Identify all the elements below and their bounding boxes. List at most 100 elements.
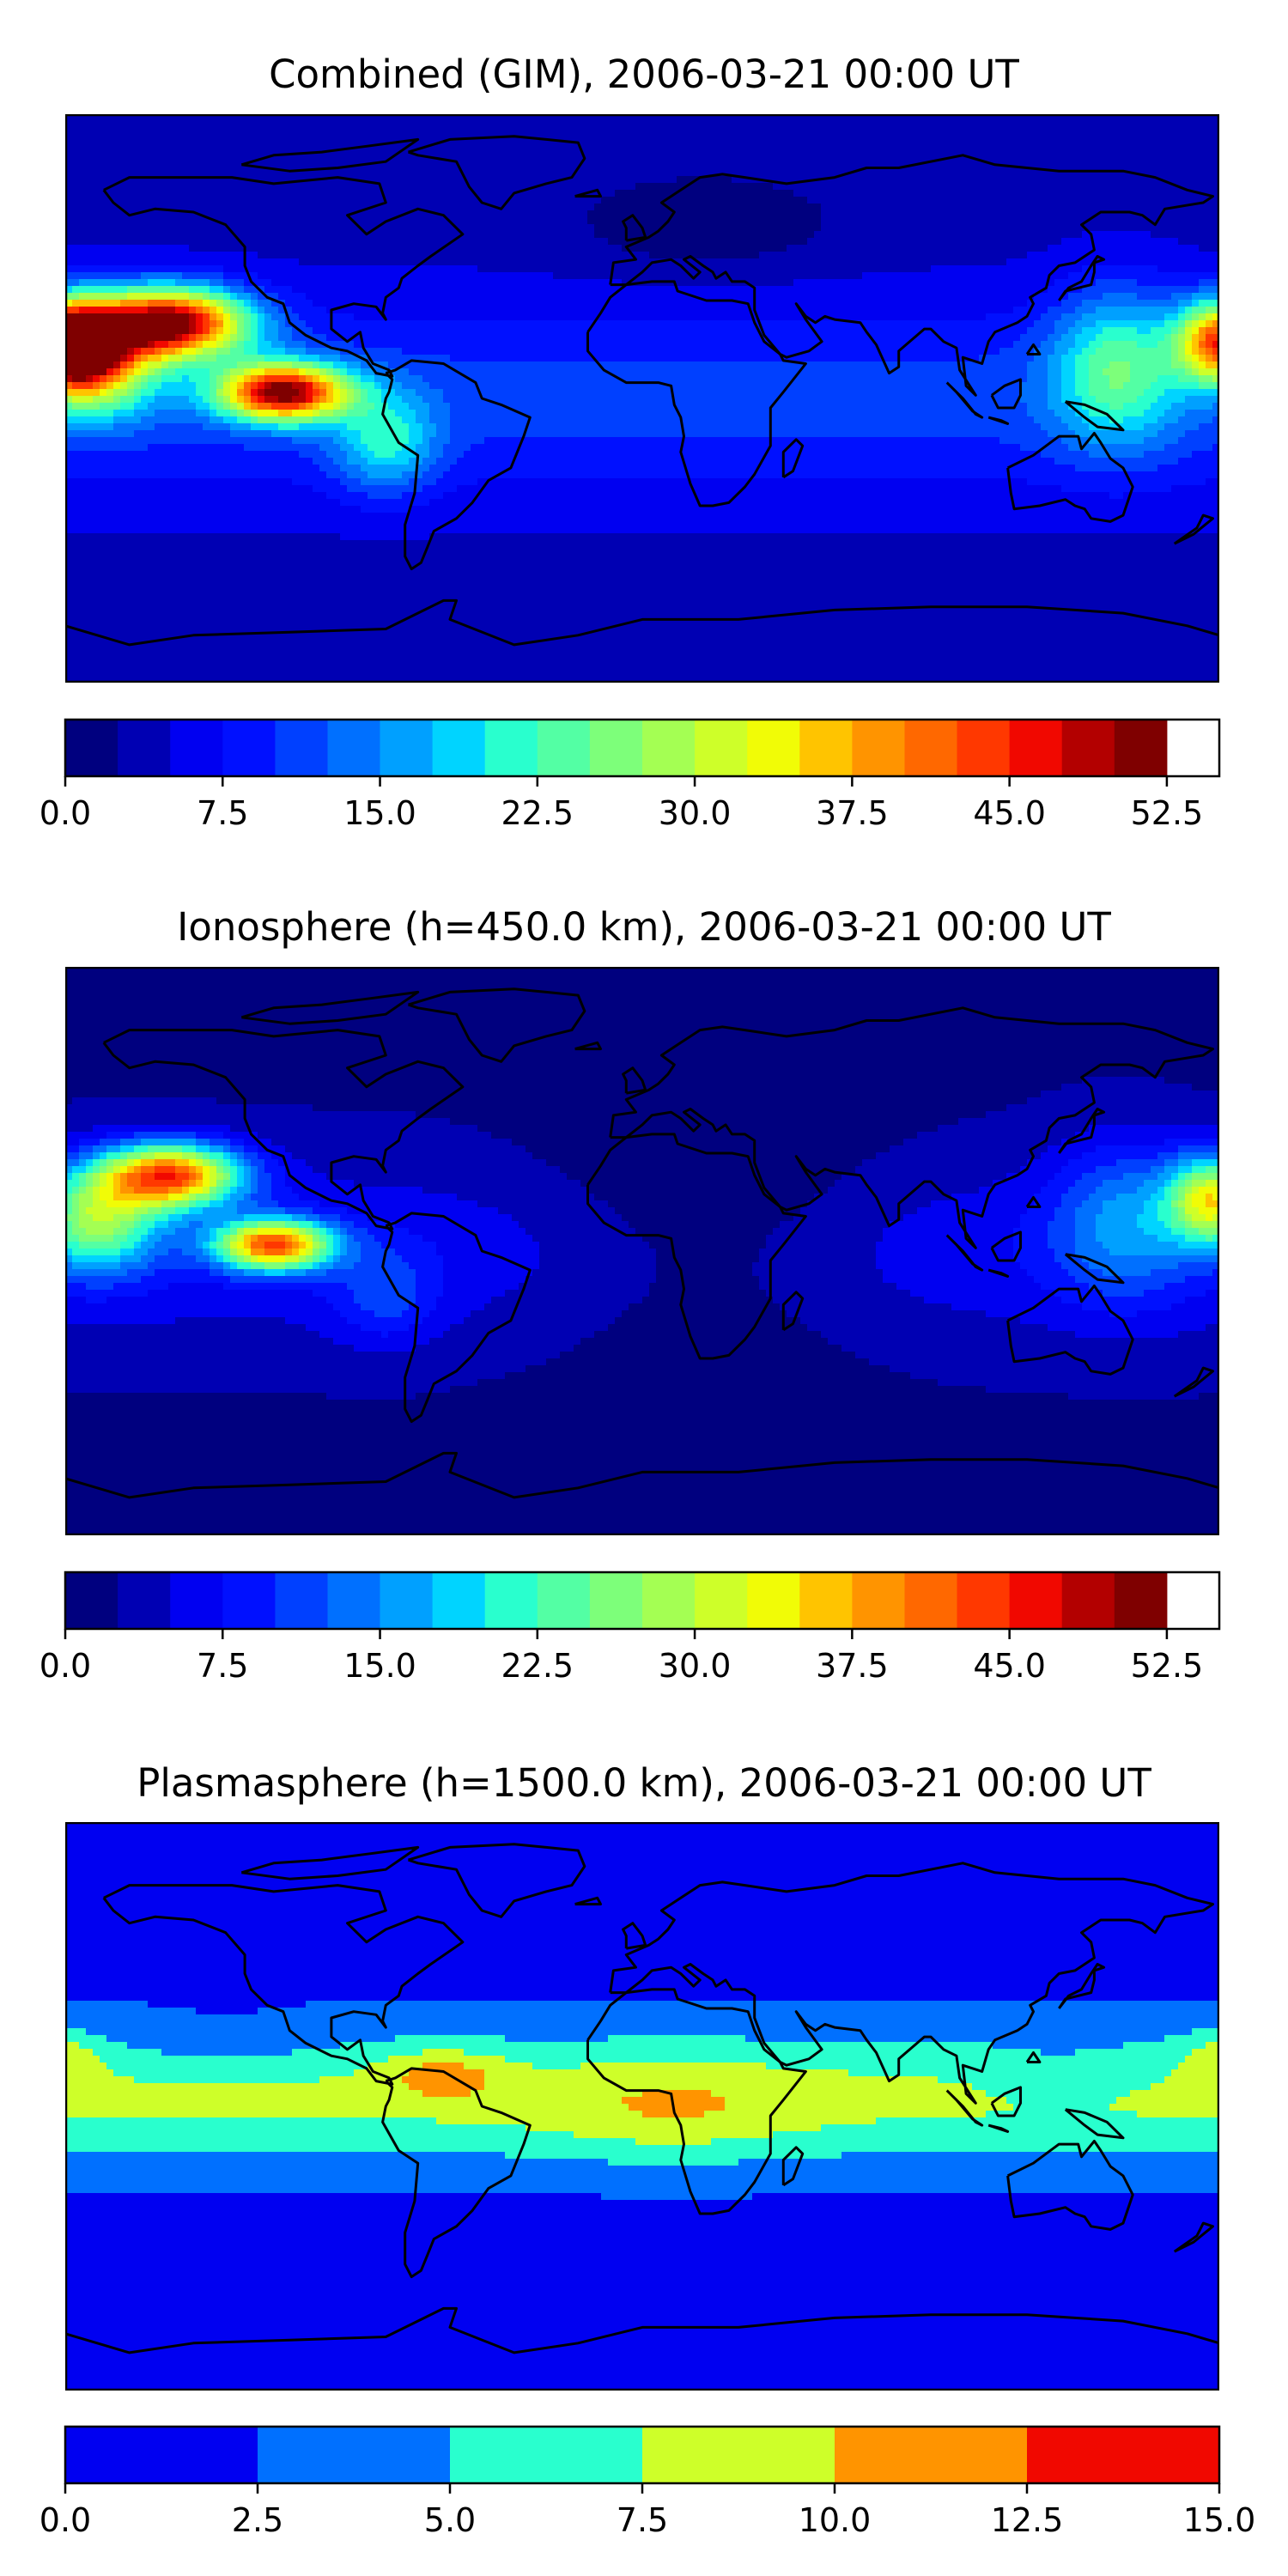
colorbar-tick-label: 0.0 <box>39 794 91 832</box>
colorbar-segment <box>327 720 381 776</box>
colorbar-tick-label: 15.0 <box>343 1647 416 1685</box>
coastline <box>586 1988 807 2215</box>
colorbar-tick-label: 52.5 <box>1131 1647 1204 1685</box>
tec-map <box>65 1822 1219 2391</box>
colorbar-segment <box>957 1572 1011 1629</box>
colorbar-tick-label: 45.0 <box>973 1647 1046 1685</box>
colorbar-segment <box>275 720 328 776</box>
colorbar: 0.0 2.5 5.0 7.5 10.0 12.5 15.0 <box>39 2425 1256 2539</box>
colorbar-tick-label: 30.0 <box>659 794 732 832</box>
coastline <box>574 1896 602 1906</box>
colorbar-tick-label: 37.5 <box>816 1647 889 1685</box>
coastline <box>1006 1285 1134 1376</box>
colorbar-segment <box>852 1572 905 1629</box>
colorbar-segment <box>65 720 118 776</box>
coastline <box>65 2306 1219 2354</box>
colorbar-segment <box>695 1572 748 1629</box>
tec-field <box>65 1822 1219 2391</box>
coastlines <box>65 135 1219 647</box>
colorbar-segment <box>537 1572 591 1629</box>
chart-title: Combined (GIM), 2006-03-21 00:00 UT <box>0 52 1288 97</box>
colorbar-tick-label: 2.5 <box>232 2501 283 2539</box>
colorbar-segment <box>589 720 643 776</box>
colorbar-segment <box>65 1572 118 1629</box>
colorbar-segment <box>1114 720 1168 776</box>
colorbar-segment <box>1009 720 1063 776</box>
colorbar: 0.0 7.5 15.0 22.5 30.0 37.5 45.0 52.5 <box>39 1571 1221 1685</box>
colorbar-segment <box>1061 720 1115 776</box>
coastline <box>408 987 586 1063</box>
coastline <box>1173 1366 1214 1398</box>
colorbar-tick-label: 37.5 <box>816 794 889 832</box>
colorbar-segment <box>852 720 905 776</box>
coastline <box>1006 432 1134 523</box>
coastline <box>990 1230 1022 1262</box>
coastline <box>622 214 647 242</box>
coastline <box>609 154 1214 397</box>
colorbar-tick-label: 7.5 <box>617 2501 668 2539</box>
coastline <box>102 1029 465 1230</box>
colorbar-segment <box>170 720 223 776</box>
colorbar-segment <box>835 2427 1028 2483</box>
colorbar-segment <box>258 2427 451 2483</box>
coastline <box>945 1234 984 1272</box>
coastline <box>1006 2140 1134 2231</box>
colorbar-segment <box>222 720 276 776</box>
colorbar-segment <box>432 1572 486 1629</box>
colorbar-segment <box>484 720 538 776</box>
colorbar-tick-label: 10.0 <box>799 2501 872 2539</box>
coastlines <box>65 987 1219 1499</box>
coastline <box>240 1845 420 1880</box>
colorbar-segment <box>484 1572 538 1629</box>
colorbar-tick-label: 30.0 <box>659 1647 732 1685</box>
colorbar-tick-label: 22.5 <box>501 1647 574 1685</box>
coastline <box>781 1291 805 1332</box>
map-frame <box>65 1822 1219 2391</box>
coastline <box>574 188 602 198</box>
colorbar-segment <box>747 720 800 776</box>
coastline <box>1058 255 1106 301</box>
colorbar-segment <box>1114 1572 1168 1629</box>
colorbar-segment <box>1009 1572 1063 1629</box>
coastline <box>781 438 805 479</box>
coastline <box>1064 400 1125 432</box>
colorbar-segment <box>450 2427 643 2483</box>
chart-title: Plasmasphere (h=1500.0 km), 2006-03-21 0… <box>0 1760 1288 1806</box>
coastline <box>1173 2221 1214 2253</box>
coastline <box>381 2067 532 2279</box>
colorbar-segment <box>380 720 434 776</box>
coastline <box>1025 2051 1042 2063</box>
coastline <box>1058 1108 1106 1154</box>
coastline <box>102 176 465 378</box>
coastline <box>945 381 984 419</box>
coastline <box>609 1862 1214 2105</box>
colorbar-segment <box>799 720 853 776</box>
colorbar-segment <box>799 1572 853 1629</box>
coastline <box>408 1843 586 1918</box>
coastline <box>240 990 420 1025</box>
coastline <box>609 1006 1214 1249</box>
colorbar-tick-label: 7.5 <box>197 1647 248 1685</box>
coastline <box>574 1041 602 1051</box>
coastline <box>1058 1963 1106 2009</box>
coastline <box>240 137 420 173</box>
coastline <box>622 1066 647 1095</box>
coastline <box>1173 513 1214 545</box>
colorbar-segment <box>642 720 696 776</box>
coastline <box>1025 1196 1042 1208</box>
colorbar-segment <box>118 1572 171 1629</box>
colorbar-tick-label: 5.0 <box>424 2501 476 2539</box>
coastline <box>65 1451 1219 1499</box>
coastline <box>945 2089 984 2127</box>
coastline <box>381 359 532 571</box>
colorbar-tick-label: 15.0 <box>1183 2501 1256 2539</box>
colorbar-tick-label: 45.0 <box>973 794 1046 832</box>
colorbar-tick-label: 7.5 <box>197 794 248 832</box>
colorbar-tick-label: 0.0 <box>39 2501 91 2539</box>
colorbar-frame <box>64 1571 1221 1631</box>
coastline <box>381 1212 532 1424</box>
coastline <box>408 135 586 210</box>
colorbar-segment <box>904 1572 958 1629</box>
colorbar-segment <box>222 1572 276 1629</box>
colorbar-segment <box>170 1572 223 1629</box>
